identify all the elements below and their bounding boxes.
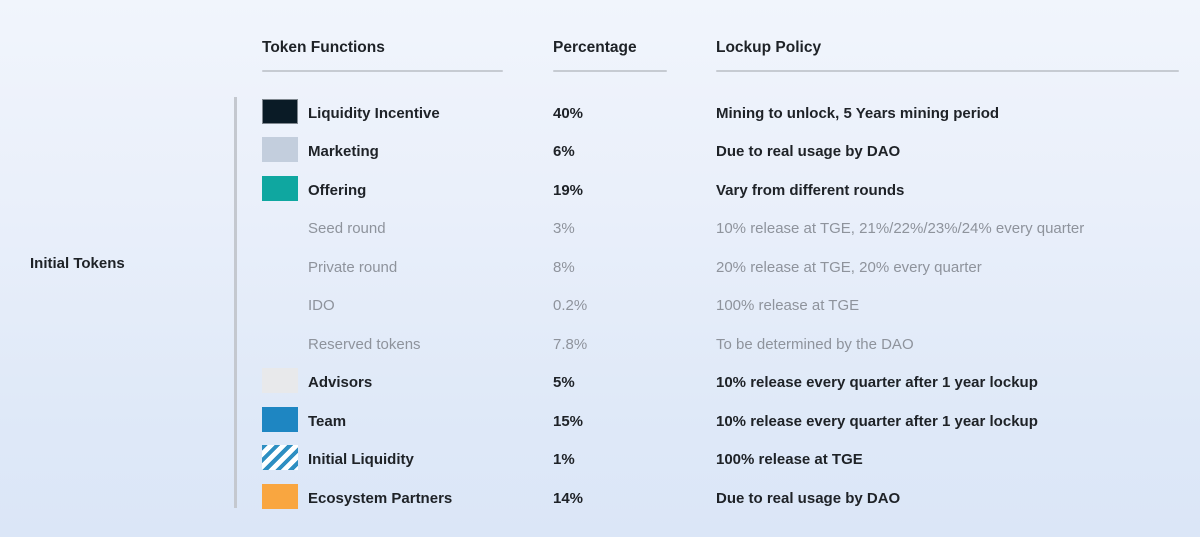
- percentage-value: 5%: [553, 374, 575, 392]
- table-row: Advisors 5% 10% release every quarter af…: [262, 364, 1180, 403]
- percentage-value: 19%: [553, 181, 584, 199]
- legend-color-swatch: [262, 98, 298, 124]
- percentage-value: 8%: [553, 258, 575, 276]
- swatch-cell: [262, 137, 308, 166]
- percentage-value: 3%: [553, 220, 575, 238]
- bottom-white-strip: [0, 537, 1200, 543]
- table-body: Liquidity Incentive 40% Mining to unlock…: [262, 94, 1180, 518]
- legend-color-swatch: [262, 406, 298, 432]
- table-row: Initial Liquidity 1% 100% release at TGE: [262, 441, 1180, 480]
- token-allocation-table: Token Functions Percentage Lockup Policy…: [262, 38, 1180, 518]
- legend-color-swatch: [262, 368, 298, 394]
- vertical-divider: [234, 97, 237, 508]
- token-function-label: IDO: [308, 297, 335, 315]
- lockup-policy-text: Vary from different rounds: [716, 181, 905, 199]
- swatch-cell: [262, 291, 308, 320]
- header-underline: [262, 70, 503, 72]
- table-row: Offering 19% Vary from different rounds: [262, 171, 1180, 210]
- legend-color-swatch: [262, 137, 298, 163]
- lockup-policy-text: Mining to unlock, 5 Years mining period: [716, 104, 1000, 122]
- token-function-label: Seed round: [308, 220, 386, 238]
- lockup-policy-text: 10% release every quarter after 1 year l…: [716, 374, 1038, 392]
- legend-color-swatch: [262, 483, 298, 509]
- column-header-label: Lockup Policy: [716, 39, 822, 56]
- percentage-value: 6%: [553, 143, 575, 161]
- token-function-label: Ecosystem Partners: [308, 489, 453, 507]
- token-function-label: Liquidity Incentive: [308, 104, 440, 122]
- table-row: Marketing 6% Due to real usage by DAO: [262, 133, 1180, 172]
- column-header-label: Token Functions: [262, 39, 385, 56]
- header-underline: [553, 70, 667, 72]
- table-row: Team 15% 10% release every quarter after…: [262, 402, 1180, 441]
- table-row: Reserved tokens 7.8% To be determined by…: [262, 325, 1180, 364]
- swatch-cell: [262, 445, 308, 474]
- lockup-policy-text: 20% release at TGE, 20% every quarter: [716, 258, 982, 276]
- column-header-percentage: Percentage: [553, 38, 716, 72]
- swatch-cell: [262, 368, 308, 397]
- swatch-cell: [262, 98, 308, 128]
- swatch-cell: [262, 175, 308, 205]
- table-row: Liquidity Incentive 40% Mining to unlock…: [262, 94, 1180, 133]
- column-header-lockup-policy: Lockup Policy: [716, 38, 1180, 72]
- token-function-label: Advisors: [308, 374, 373, 392]
- section-label: Initial Tokens: [30, 255, 125, 272]
- token-function-label: Team: [308, 412, 347, 430]
- percentage-value: 7.8%: [553, 335, 588, 353]
- lockup-policy-text: To be determined by the DAO: [716, 335, 914, 353]
- lockup-policy-text: Due to real usage by DAO: [716, 143, 901, 161]
- lockup-policy-text: 100% release at TGE: [716, 451, 863, 469]
- swatch-cell: [262, 214, 308, 243]
- swatch-cell: [262, 406, 308, 436]
- token-function-label: Offering: [308, 181, 367, 199]
- table-row: Ecosystem Partners 14% Due to real usage…: [262, 479, 1180, 518]
- table-row: IDO 0.2% 100% release at TGE: [262, 287, 1180, 326]
- percentage-value: 0.2%: [553, 297, 588, 315]
- table-header: Token Functions Percentage Lockup Policy: [262, 38, 1180, 72]
- token-function-label: Marketing: [308, 143, 379, 161]
- header-underline: [716, 70, 1179, 72]
- percentage-value: 40%: [553, 104, 584, 122]
- percentage-value: 1%: [553, 451, 575, 469]
- lockup-policy-text: 10% release every quarter after 1 year l…: [716, 412, 1038, 430]
- lockup-policy-text: 100% release at TGE: [716, 297, 860, 315]
- swatch-cell: [262, 330, 308, 359]
- lockup-policy-text: 10% release at TGE, 21%/22%/23%/24% ever…: [716, 220, 1085, 238]
- token-function-label: Private round: [308, 258, 398, 276]
- lockup-policy-text: Due to real usage by DAO: [716, 489, 901, 507]
- token-function-label: Reserved tokens: [308, 335, 421, 353]
- token-function-label: Initial Liquidity: [308, 451, 414, 469]
- percentage-value: 14%: [553, 489, 584, 507]
- column-header-label: Percentage: [553, 39, 637, 56]
- legend-color-swatch: [262, 175, 298, 201]
- column-header-token-functions: Token Functions: [262, 38, 553, 72]
- legend-color-swatch: [262, 445, 298, 471]
- table-row: Private round 8% 20% release at TGE, 20%…: [262, 248, 1180, 287]
- swatch-cell: [262, 483, 308, 513]
- swatch-cell: [262, 253, 308, 282]
- percentage-value: 15%: [553, 412, 584, 430]
- table-row: Seed round 3% 10% release at TGE, 21%/22…: [262, 210, 1180, 249]
